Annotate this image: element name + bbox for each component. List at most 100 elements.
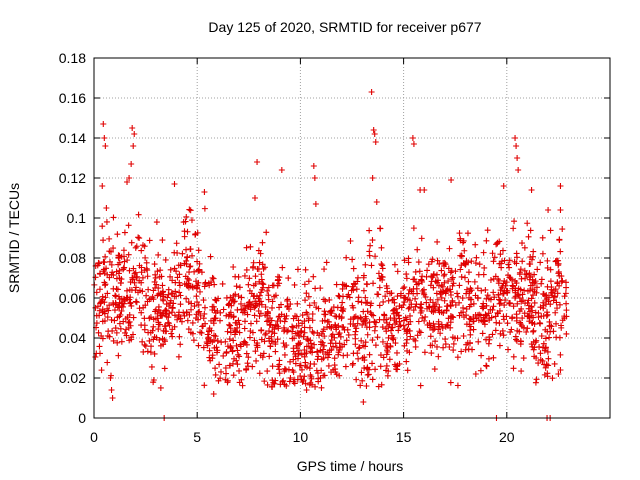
data-point	[470, 300, 477, 307]
data-point	[135, 289, 142, 296]
data-point	[218, 339, 225, 346]
data-point	[142, 254, 149, 261]
data-point	[512, 278, 519, 285]
data-point	[313, 304, 320, 311]
data-point	[317, 285, 324, 292]
data-point	[392, 340, 399, 347]
data-point	[230, 337, 237, 344]
data-point	[483, 295, 490, 302]
data-point	[551, 294, 558, 301]
data-point	[360, 399, 367, 405]
data-point	[279, 378, 286, 385]
data-point	[383, 319, 390, 326]
data-point	[309, 328, 316, 335]
data-point	[510, 225, 517, 232]
data-point	[106, 333, 113, 340]
data-point	[171, 312, 178, 319]
data-point	[212, 371, 219, 378]
data-point	[447, 319, 454, 326]
data-point	[98, 367, 105, 374]
data-point	[275, 363, 282, 370]
data-point	[351, 314, 358, 321]
data-point	[500, 290, 507, 297]
data-point	[352, 328, 359, 335]
data-point	[251, 195, 258, 201]
data-point	[294, 300, 301, 307]
data-point	[311, 341, 318, 348]
data-point	[162, 338, 169, 345]
data-point	[552, 258, 559, 265]
data-point	[232, 319, 239, 326]
data-point	[143, 292, 150, 299]
data-point	[559, 226, 566, 233]
data-point	[302, 266, 309, 273]
data-point	[404, 347, 411, 354]
data-point	[523, 329, 530, 336]
data-point	[132, 244, 139, 251]
data-point	[236, 353, 243, 360]
data-point	[129, 125, 136, 131]
data-point	[530, 248, 537, 255]
data-point	[353, 286, 360, 293]
data-point	[263, 318, 270, 325]
data-point	[252, 348, 259, 355]
data-point	[538, 280, 545, 287]
data-point	[301, 318, 308, 325]
data-point	[211, 315, 218, 322]
data-point	[131, 131, 138, 137]
data-point	[193, 311, 200, 318]
data-point	[295, 341, 302, 348]
data-point	[463, 257, 470, 264]
data-point	[251, 312, 258, 319]
data-point	[459, 295, 466, 302]
data-point	[177, 341, 184, 348]
data-point	[485, 355, 492, 362]
data-point	[196, 267, 203, 274]
data-point	[354, 274, 361, 281]
data-point	[93, 312, 100, 319]
data-point	[556, 334, 563, 341]
data-point	[125, 319, 132, 326]
data-point	[501, 277, 508, 284]
data-point	[386, 356, 393, 363]
data-point	[497, 300, 504, 307]
data-point	[545, 355, 552, 362]
data-point	[304, 336, 311, 343]
data-point	[227, 322, 234, 329]
data-point	[495, 291, 502, 298]
data-point	[181, 260, 188, 267]
data-point	[522, 275, 529, 282]
data-point	[95, 329, 102, 336]
data-point	[505, 261, 512, 268]
y-tick-label: 0.08	[59, 250, 86, 266]
data-point	[162, 328, 169, 335]
data-point	[228, 344, 235, 351]
data-point	[555, 371, 562, 377]
data-point	[412, 295, 419, 302]
data-point	[450, 347, 457, 354]
data-point	[436, 304, 443, 311]
data-point	[532, 379, 539, 386]
data-point	[336, 340, 343, 347]
data-point	[212, 296, 219, 303]
data-point	[377, 225, 384, 232]
data-point	[392, 320, 399, 327]
data-point	[557, 248, 564, 255]
data-point	[99, 306, 106, 313]
data-point	[433, 290, 440, 297]
data-point	[140, 348, 147, 355]
data-point	[133, 284, 140, 291]
data-point	[321, 333, 328, 340]
data-point	[254, 265, 261, 272]
data-point	[303, 309, 310, 316]
data-point	[185, 277, 192, 284]
data-point	[169, 333, 176, 340]
data-point	[393, 310, 400, 317]
data-point	[210, 391, 217, 397]
data-point	[212, 365, 219, 372]
data-point	[274, 336, 281, 343]
y-tick-label: 0.18	[59, 50, 86, 66]
data-point	[201, 310, 208, 317]
data-point	[417, 382, 424, 389]
data-point	[257, 289, 264, 296]
